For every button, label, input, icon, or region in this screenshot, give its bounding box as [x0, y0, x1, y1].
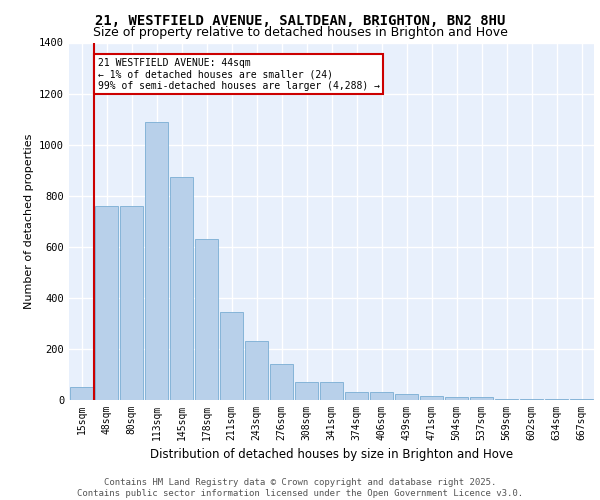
Text: 21, WESTFIELD AVENUE, SALTDEAN, BRIGHTON, BN2 8HU: 21, WESTFIELD AVENUE, SALTDEAN, BRIGHTON…	[95, 14, 505, 28]
Bar	[345, 392, 368, 400]
X-axis label: Distribution of detached houses by size in Brighton and Hove: Distribution of detached houses by size …	[150, 448, 513, 462]
Bar	[445, 398, 468, 400]
Bar	[195, 239, 218, 400]
Bar	[295, 382, 318, 400]
Bar	[320, 382, 343, 400]
Bar	[170, 176, 193, 400]
Bar	[570, 398, 593, 400]
Bar	[145, 122, 168, 400]
Bar	[495, 398, 518, 400]
Bar	[70, 387, 93, 400]
Text: 21 WESTFIELD AVENUE: 44sqm
← 1% of detached houses are smaller (24)
99% of semi-: 21 WESTFIELD AVENUE: 44sqm ← 1% of detac…	[98, 58, 380, 91]
Bar	[120, 206, 143, 400]
Y-axis label: Number of detached properties: Number of detached properties	[23, 134, 34, 309]
Bar	[220, 312, 243, 400]
Bar	[470, 398, 493, 400]
Bar	[420, 396, 443, 400]
Bar	[270, 364, 293, 400]
Bar	[370, 392, 393, 400]
Bar	[395, 394, 418, 400]
Bar	[95, 206, 118, 400]
Text: Contains HM Land Registry data © Crown copyright and database right 2025.
Contai: Contains HM Land Registry data © Crown c…	[77, 478, 523, 498]
Bar	[245, 342, 268, 400]
Bar	[520, 398, 543, 400]
Text: Size of property relative to detached houses in Brighton and Hove: Size of property relative to detached ho…	[92, 26, 508, 39]
Bar	[545, 398, 568, 400]
